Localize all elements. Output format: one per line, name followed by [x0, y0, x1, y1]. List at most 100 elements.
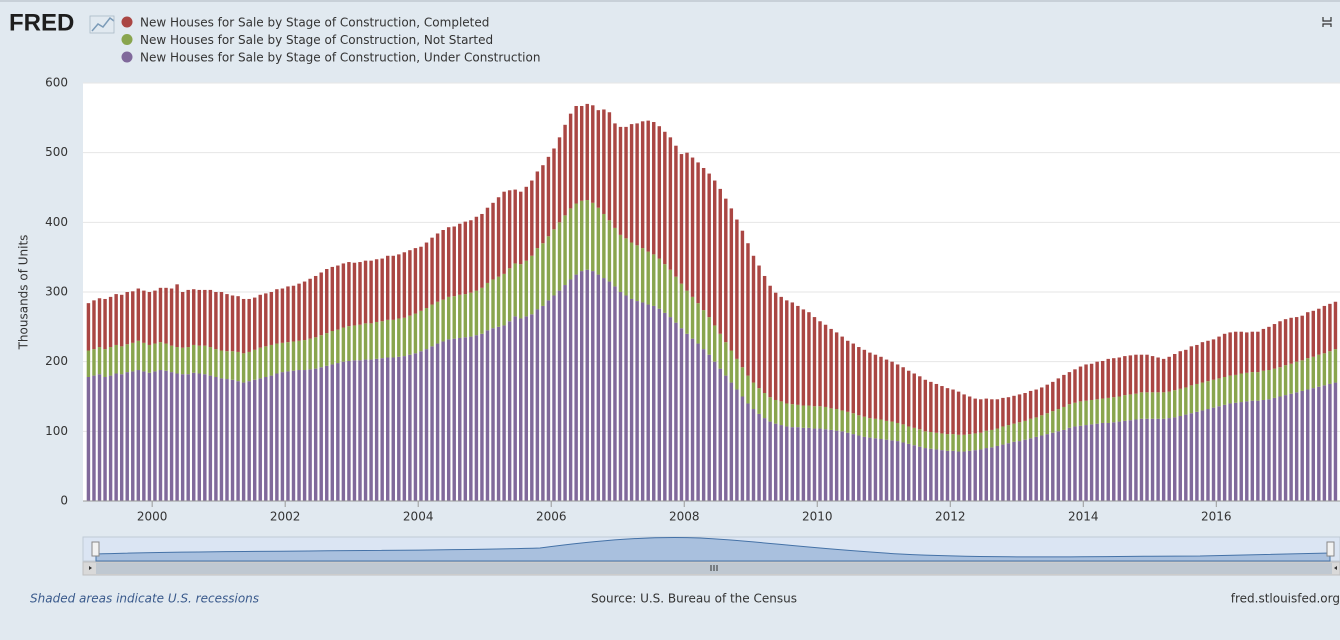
bar — [1145, 354, 1149, 393]
navigator-handle[interactable] — [91, 541, 100, 557]
bar — [668, 317, 673, 501]
bar — [674, 276, 678, 323]
bar — [579, 200, 584, 272]
bar — [164, 370, 168, 501]
bar — [446, 339, 451, 501]
bar — [1300, 315, 1304, 361]
bar — [1250, 331, 1255, 373]
bar — [347, 360, 351, 501]
bar — [97, 298, 102, 348]
bar — [402, 252, 407, 318]
bar — [1195, 383, 1199, 412]
bar — [746, 403, 750, 501]
bar — [1222, 333, 1227, 377]
bar — [1283, 319, 1288, 366]
bar — [718, 188, 722, 334]
bar — [402, 317, 407, 357]
bar — [1217, 336, 1221, 379]
bar — [103, 349, 107, 377]
bar — [1067, 372, 1072, 405]
bar — [225, 294, 229, 352]
x-tick-label: 2016 — [1201, 510, 1232, 524]
bar — [790, 427, 795, 501]
bar — [602, 213, 606, 279]
bar — [1283, 395, 1288, 501]
bar — [1184, 349, 1188, 388]
bar — [934, 432, 939, 450]
bar — [846, 411, 850, 433]
bar — [1084, 400, 1088, 426]
bar — [1173, 417, 1177, 501]
bar — [1233, 402, 1238, 501]
recession-note[interactable]: Shaded areas indicate U.S. recessions — [30, 592, 259, 606]
bar — [773, 423, 778, 501]
bar — [1311, 310, 1316, 357]
bar — [131, 342, 135, 372]
bar — [1106, 358, 1110, 398]
bar — [568, 279, 573, 501]
bar — [302, 340, 307, 371]
bar — [496, 326, 501, 501]
bar — [884, 420, 889, 440]
source[interactable]: Source: U.S. Bureau of the Census — [591, 592, 797, 606]
bar — [901, 367, 905, 425]
navigator[interactable] — [82, 536, 1340, 576]
site-link[interactable]: fred.stlouisfed.org — [1231, 592, 1340, 606]
bar — [203, 374, 207, 501]
bar — [607, 112, 612, 221]
bar — [252, 379, 257, 501]
bar — [1034, 436, 1038, 501]
bar — [203, 289, 207, 346]
bar — [712, 361, 717, 501]
bar — [1017, 422, 1022, 442]
bar — [685, 152, 689, 291]
bar — [208, 375, 213, 501]
bar — [1051, 411, 1055, 433]
bar — [280, 342, 285, 373]
bar — [1128, 420, 1133, 501]
bar — [1095, 399, 1099, 424]
bar — [1150, 356, 1155, 393]
bar — [685, 290, 689, 334]
bar — [136, 370, 141, 501]
bar — [1034, 389, 1038, 418]
bar — [906, 443, 911, 501]
bar — [1272, 397, 1277, 501]
bar — [1045, 413, 1049, 435]
bar — [746, 243, 750, 376]
bar — [186, 289, 190, 348]
bar — [86, 303, 91, 351]
bar — [574, 274, 578, 501]
bar — [735, 389, 739, 501]
bar — [1100, 360, 1105, 399]
bar — [1311, 356, 1316, 389]
bar — [563, 124, 567, 216]
bar — [241, 382, 246, 501]
bar — [596, 274, 601, 501]
bar — [1051, 381, 1055, 412]
bar — [724, 198, 728, 343]
bar — [1333, 349, 1338, 383]
fullscreen-icon[interactable] — [1322, 17, 1332, 27]
bar — [751, 382, 756, 410]
bar — [507, 321, 512, 501]
bar — [967, 434, 972, 451]
bar — [252, 349, 257, 380]
bar — [701, 167, 706, 311]
navigator-handle[interactable] — [1326, 541, 1335, 557]
bar — [585, 269, 589, 501]
bar — [940, 433, 944, 451]
bar — [1062, 406, 1066, 430]
bar — [1306, 358, 1310, 390]
bar — [962, 451, 966, 501]
bar — [1239, 402, 1243, 501]
bar — [618, 126, 623, 235]
bar — [1261, 399, 1266, 501]
bar — [823, 406, 828, 430]
bar — [718, 333, 722, 369]
bar — [1328, 383, 1332, 501]
bar — [757, 388, 761, 414]
bar — [424, 349, 429, 501]
bar — [280, 372, 285, 501]
bar — [385, 255, 390, 320]
